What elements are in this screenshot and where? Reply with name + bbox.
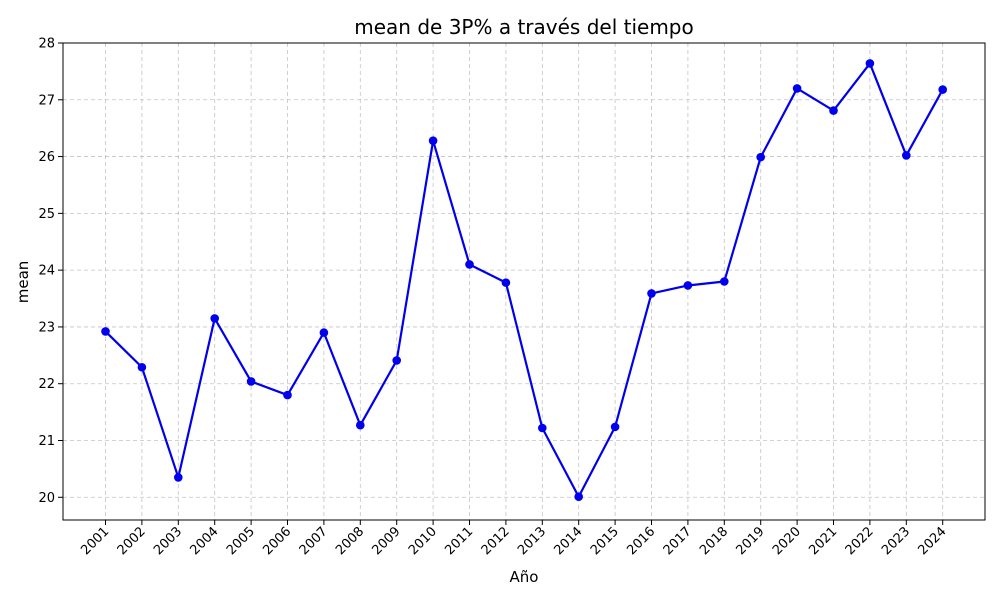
y-tick-label: 27 xyxy=(38,93,55,108)
data-point-marker xyxy=(792,84,802,93)
data-point-marker xyxy=(210,314,219,323)
x-tick-label: 2011 xyxy=(442,524,476,558)
data-point-marker xyxy=(538,423,547,433)
series-layer xyxy=(101,59,947,502)
x-tick-label: 2022 xyxy=(843,524,877,558)
x-tick-label: 2015 xyxy=(588,524,622,558)
y-tick-label: 26 xyxy=(38,150,55,165)
x-tick-label: 2006 xyxy=(260,524,294,558)
x-tick-label: 2013 xyxy=(515,524,549,558)
y-tick-label: 25 xyxy=(38,207,55,222)
y-tick-label: 24 xyxy=(38,264,55,279)
y-tick-label: 22 xyxy=(38,377,55,392)
x-tick-label: 2010 xyxy=(406,524,440,558)
data-point-marker xyxy=(137,362,147,372)
x-tick-label: 2004 xyxy=(188,524,222,558)
x-tick-label: 2023 xyxy=(879,524,913,558)
data-point-marker xyxy=(865,59,875,68)
x-tick-label: 2012 xyxy=(479,524,513,558)
x-tick-label: 2020 xyxy=(770,524,804,558)
x-tick-label: 2021 xyxy=(806,524,840,558)
data-point-marker xyxy=(283,390,292,400)
data-point-marker xyxy=(465,260,474,269)
data-point-marker xyxy=(610,422,620,432)
x-tick-label: 2001 xyxy=(78,524,112,558)
plot-frame xyxy=(62,42,986,521)
x-tick-label: 2008 xyxy=(333,524,367,558)
data-point-marker xyxy=(647,289,656,298)
x-tick-label: 2018 xyxy=(697,524,731,558)
x-tick-label: 2003 xyxy=(151,524,185,558)
x-tick-label: 2002 xyxy=(115,524,149,558)
data-point-marker xyxy=(756,152,765,162)
data-point-marker xyxy=(829,106,838,115)
chart-title: mean de 3P% a través del tiempo xyxy=(354,15,693,39)
x-tick-label: 2007 xyxy=(297,524,331,558)
x-tick-label: 2019 xyxy=(734,524,768,558)
data-point-marker xyxy=(501,278,511,287)
x-tick-label: 2009 xyxy=(370,524,404,558)
data-point-marker xyxy=(428,136,438,145)
data-point-marker xyxy=(392,356,402,365)
data-point-marker xyxy=(574,492,583,502)
series-line xyxy=(104,62,944,498)
grid-layer xyxy=(63,42,985,520)
data-point-marker xyxy=(902,151,911,160)
y-tick-label: 20 xyxy=(38,491,55,506)
data-point-marker xyxy=(246,377,256,386)
x-tick-label: 2005 xyxy=(224,524,258,558)
x-tick-label: 2017 xyxy=(661,524,695,558)
data-point-marker xyxy=(319,328,329,337)
data-point-marker xyxy=(938,85,947,94)
x-axis-label: Año xyxy=(510,568,539,586)
data-point-marker xyxy=(174,473,183,482)
y-tick-label: 23 xyxy=(38,320,55,335)
y-tick-label: 28 xyxy=(38,37,55,52)
data-point-marker xyxy=(356,420,365,430)
data-point-marker xyxy=(101,327,110,336)
data-point-marker xyxy=(720,277,729,286)
data-point-marker xyxy=(683,281,693,290)
x-tick-label: 2014 xyxy=(552,524,586,558)
x-tick-label: 2024 xyxy=(916,524,950,558)
x-tick-label: 2016 xyxy=(624,524,658,558)
y-axis-label: mean xyxy=(14,261,32,304)
y-tick-label: 21 xyxy=(38,434,55,449)
